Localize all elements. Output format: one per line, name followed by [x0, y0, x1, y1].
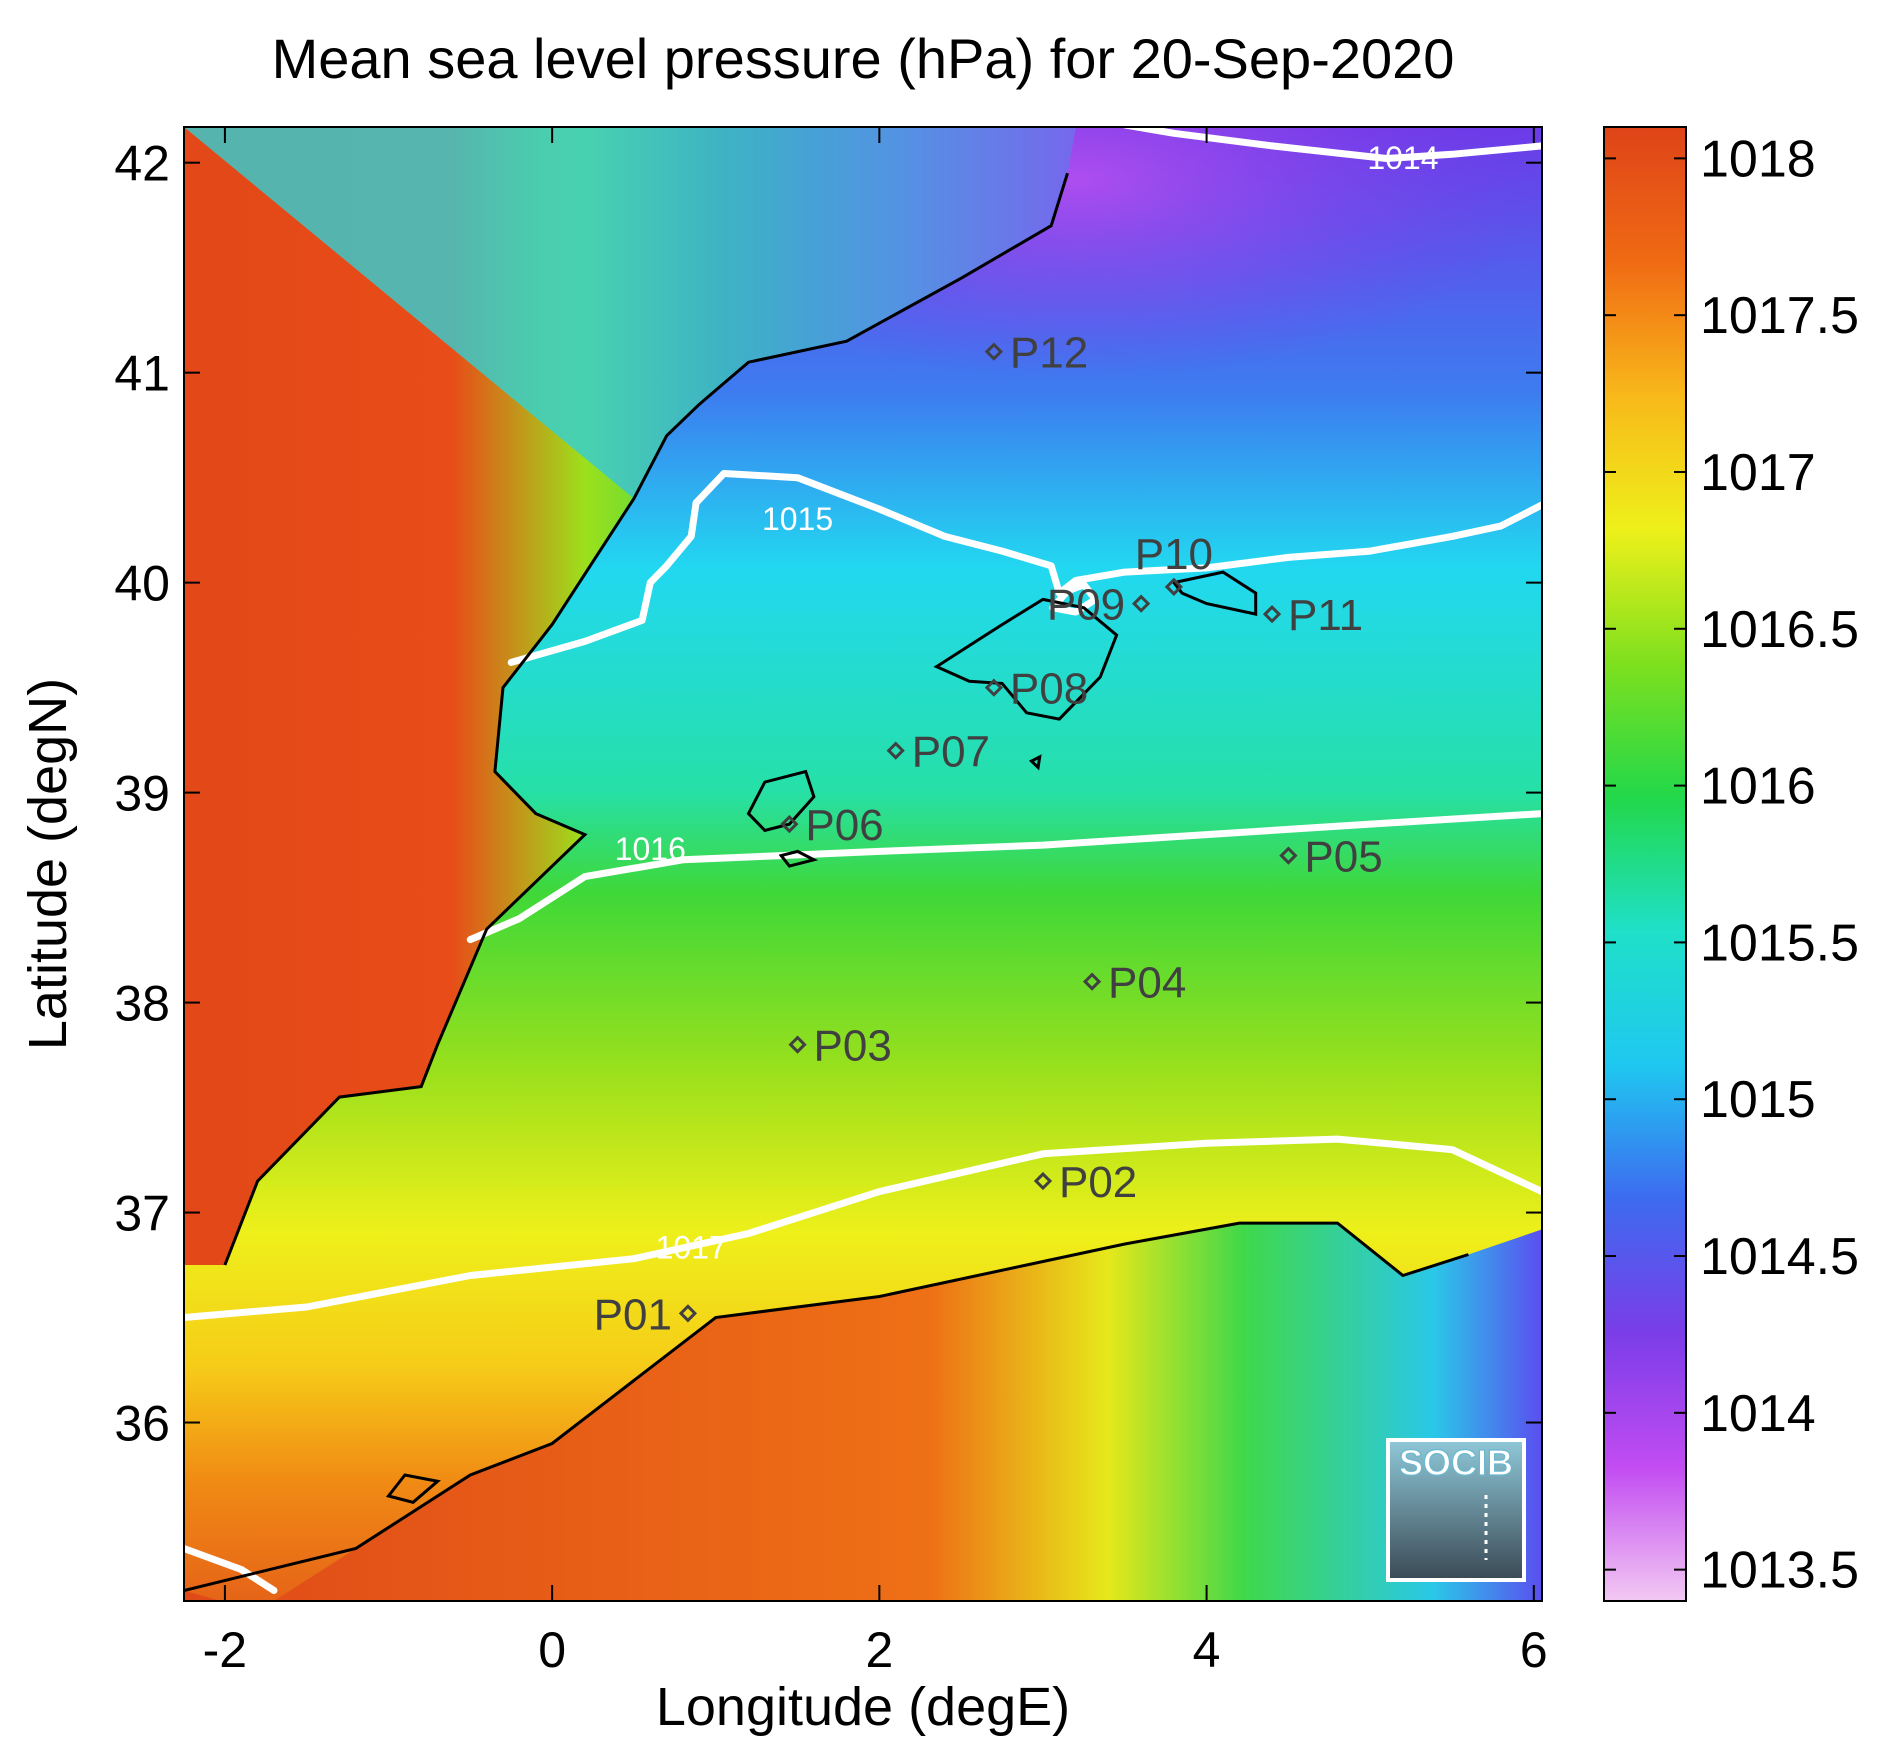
- station-marker: [1082, 972, 1102, 991]
- alboran-coast-detail: [385, 1473, 441, 1504]
- isobar-label: 1014: [1367, 140, 1438, 176]
- x-tick-label: 2: [865, 1622, 893, 1678]
- colorbar-tick-label: 1017.5: [1700, 287, 1859, 345]
- colorbar-tick-label: 1015.5: [1700, 914, 1859, 972]
- station-marker: [780, 814, 799, 834]
- menorca-island: [1171, 570, 1258, 616]
- socib-logo-text: SOCIB: [1399, 1442, 1513, 1483]
- colorbar-tick-label: 1013.5: [1700, 1542, 1859, 1600]
- station-label: P01: [594, 1290, 672, 1339]
- plot-frame: [183, 126, 1543, 1602]
- north-africa-land-field: [184, 1223, 1542, 1601]
- station-label: P09: [1047, 581, 1125, 630]
- isobar-1015: [184, 1545, 278, 1594]
- cabrera-island: [1028, 754, 1042, 771]
- y-tick-label: 40: [114, 556, 170, 612]
- station-label: P07: [912, 728, 990, 777]
- x-tick-label: 6: [1520, 1622, 1548, 1678]
- station-label: P10: [1135, 530, 1213, 579]
- x-tick-label: 4: [1193, 1622, 1221, 1678]
- isobar-label: 1015: [762, 501, 833, 537]
- colorbar-tick-label: 1015: [1700, 1071, 1816, 1129]
- y-axis-ticks: 36 37 38 39 40 41 42: [114, 136, 1542, 1452]
- station-label: P12: [1010, 329, 1088, 378]
- isobar-1016: [466, 810, 1542, 944]
- colorbar-gradient: [1603, 126, 1687, 1602]
- y-tick-label: 38: [114, 976, 170, 1032]
- colorbar-tick-label: 1016.5: [1700, 601, 1859, 659]
- isobar-1015: [507, 470, 1542, 666]
- y-tick-label: 36: [114, 1396, 170, 1452]
- colorbar-tick-label: 1017: [1700, 444, 1816, 502]
- station-label: P06: [805, 801, 883, 850]
- station-label: P02: [1059, 1158, 1137, 1207]
- colorbar-tick-label: 1014: [1700, 1385, 1816, 1443]
- isobar-1014: [1122, 127, 1542, 162]
- colorbar-tick-label: 1016: [1700, 758, 1816, 816]
- isobar-contours: 1014 1015 1016 1017: [184, 127, 1542, 1594]
- station-marker: [1033, 1171, 1053, 1191]
- colorbar-ticks: 1013.5 1014 1014.5 1015 1015.5 1016 1016.5 1017…: [1604, 130, 1859, 1600]
- ibiza-island: [746, 769, 816, 833]
- station-marker: [1279, 846, 1298, 865]
- socib-logo: SOCIB: [1386, 1438, 1526, 1582]
- station-marker: [678, 1304, 698, 1323]
- y-tick-label: 41: [114, 346, 170, 402]
- africa-coastline: [184, 1221, 1469, 1592]
- isobar-label: 1016: [615, 831, 686, 867]
- station-marker: [1164, 577, 1183, 596]
- y-axis-label: Latitude (degN): [18, 678, 78, 1050]
- station-label: P08: [1010, 665, 1088, 714]
- station-label: P05: [1304, 833, 1382, 882]
- y-tick-label: 37: [114, 1186, 170, 1242]
- x-axis-ticks: -2 0 2 4 6: [203, 127, 1548, 1678]
- station-label: P03: [814, 1022, 892, 1071]
- station-marker: [984, 678, 1004, 697]
- x-axis-label: Longitude (degE): [656, 1677, 1070, 1737]
- iberia-coastline: [223, 172, 1069, 1266]
- station-marker: [1132, 594, 1151, 613]
- station-marker: [984, 342, 1004, 361]
- iberia-land-field-north: [184, 127, 1076, 499]
- formentera-island: [778, 849, 819, 868]
- x-tick-label: -2: [203, 1622, 247, 1678]
- x-tick-label: 0: [538, 1622, 566, 1678]
- colorbar-tick-label: 1014.5: [1700, 1228, 1859, 1286]
- isobar-label: 1017: [656, 1230, 727, 1266]
- figure-title: Mean sea level pressure (hPa) for 20-Sep…: [272, 27, 1455, 90]
- colorbar: 1013.5 1014 1014.5 1015 1015.5 1016 1016.5 1017…: [1603, 126, 1859, 1602]
- isobar-1015: [1049, 581, 1099, 616]
- station-label: P04: [1108, 959, 1186, 1008]
- station-marker: [886, 741, 905, 760]
- station-label: P11: [1288, 591, 1363, 640]
- iberia-land-field: [184, 127, 1076, 1265]
- station-marker: [788, 1035, 807, 1054]
- y-tick-label: 39: [114, 766, 170, 822]
- colorbar-tick-label: 1018: [1700, 130, 1816, 188]
- station-marker: [1262, 605, 1282, 624]
- y-tick-label: 42: [114, 136, 170, 192]
- isobar-1017: [184, 1135, 1542, 1321]
